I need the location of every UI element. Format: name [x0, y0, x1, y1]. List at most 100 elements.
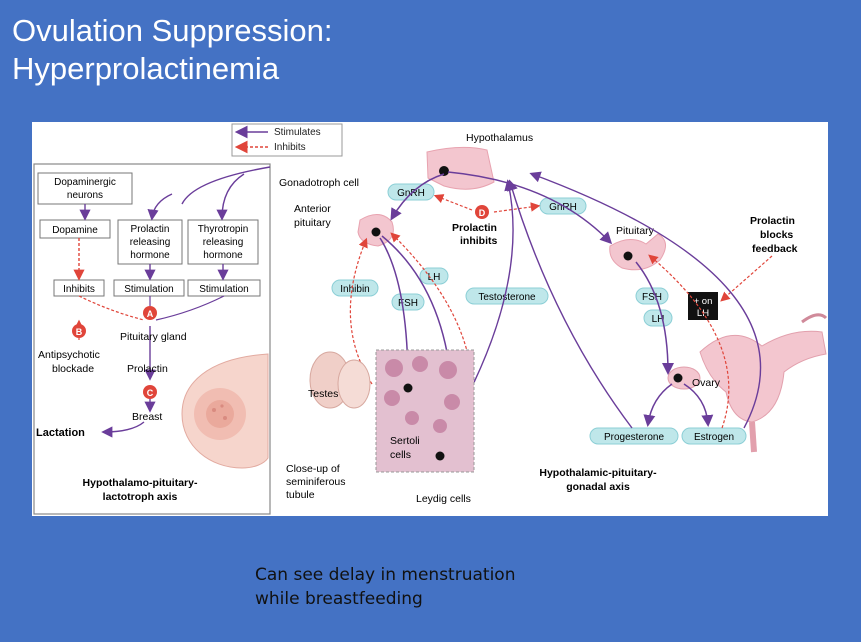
hypothalamus-label: Hypothalamus: [466, 132, 533, 144]
inhibin-pill: [331, 279, 379, 297]
dopamine-box: [39, 219, 111, 239]
gnrh-left-pill: [387, 183, 435, 201]
marker-b-label: B: [76, 327, 83, 337]
marker-b: [72, 324, 86, 338]
dopaminergic-box: [37, 172, 133, 205]
gonadal-axis-title-2: gonadal axis: [566, 481, 630, 493]
gonadal-axis-panel: Hypothalamus Gonadotroph cell Anterior p…: [279, 132, 828, 505]
prolactin-inhibits-label-2: inhibits: [460, 235, 497, 247]
marker-c-label: C: [147, 388, 154, 398]
lactation-label: Lactation: [36, 427, 85, 439]
anterior-pituitary-node: [371, 227, 381, 237]
sertoli-label: Sertoli: [390, 435, 420, 447]
lh-left-pill: [419, 267, 449, 285]
testosterone-label: Testosterone: [478, 292, 536, 303]
dopaminergic-label: Dopaminergic: [54, 177, 116, 188]
arrow-to-trh: [216, 173, 245, 221]
ovary-node: [673, 373, 683, 383]
fsh-left-pill: [391, 293, 425, 311]
blocks-feedback-arrow: [720, 255, 773, 302]
antipsychotic-label: Antipsychotic: [38, 349, 100, 361]
lactotroph-axis-title-2: lactotroph axis: [103, 491, 178, 503]
estrogen-label: Estrogen: [694, 432, 734, 443]
breast-label: Breast: [132, 411, 162, 423]
lactotroph-axis-panel: Dopaminergic neurons Dopamine Prolactin …: [33, 163, 271, 515]
prl-rh-label-1: Prolactin: [131, 224, 170, 235]
stimulation-label-1: Stimulation: [124, 284, 173, 295]
arrow-to-prl-rh: [147, 193, 173, 221]
gonadal-axis-title: Hypothalamic-pituitary-: [539, 467, 657, 479]
pituitary-label: Pituitary: [616, 225, 655, 237]
progesterone-pill: [589, 427, 679, 445]
breast-illustration: [181, 353, 269, 469]
marker-a: [143, 306, 157, 320]
anterior-label: Anterior: [294, 203, 331, 215]
title-line-1: Ovulation Suppression:: [12, 13, 333, 48]
trh-label-3: hormone: [203, 250, 243, 261]
marker-d: [475, 205, 489, 219]
progesterone-label: Progesterone: [604, 432, 664, 443]
lh-left-label: LH: [428, 272, 441, 283]
plus-on-lh-box: [688, 292, 718, 320]
leydig-node: [435, 451, 445, 461]
title-line-2: Hyperprolactinemia: [12, 51, 280, 86]
inhibit-arrow-gnrh-right: [493, 202, 541, 213]
sertoli-label-2: cells: [390, 449, 411, 461]
marker-a-label: A: [147, 309, 154, 319]
arrow-breast-to-lactation: [101, 421, 145, 438]
hormone-axis-figure: Stimulates Inhibits Dopaminergic neurons…: [32, 122, 828, 516]
arrow-ovary-to-estrogen: [683, 383, 714, 427]
ovary-label: Ovary: [692, 377, 721, 389]
arrow-top-curve: [181, 166, 271, 205]
uterus-illustration: [667, 313, 828, 453]
blocks-feedback-label-2: blocks: [760, 229, 793, 241]
plus-on-label: + on: [694, 296, 713, 307]
dopaminergic-label-2: neurons: [67, 190, 103, 201]
inhibits-label: Inhibits: [63, 284, 95, 295]
arrow-pituitary-to-ovary: [635, 261, 674, 375]
fsh-left-label: FSH: [398, 298, 418, 309]
arrow-ovary-to-progesterone: [643, 383, 673, 427]
estrogen-feedback: [529, 171, 762, 429]
caption-line-1: Can see delay in menstruation: [255, 565, 516, 585]
closeup-label: Close-up of: [286, 463, 340, 475]
inhibin-label: Inhibin: [340, 284, 369, 295]
prl-rh-label-2: releasing: [130, 237, 171, 248]
gonadotroph-label: Gonadotroph cell: [279, 177, 359, 189]
blocks-feedback-label-3: feedback: [752, 243, 798, 255]
testes-label: Testes: [308, 388, 338, 400]
legend-inhibits-label: Inhibits: [274, 142, 306, 153]
tubule-closeup: [375, 349, 475, 473]
leydig-label: Leydig cells: [416, 493, 471, 505]
arrow-hypothalamus-to-pituitary: [447, 171, 613, 245]
closeup-label-3: tubule: [286, 489, 315, 501]
anterior-label-2: pituitary: [294, 217, 332, 229]
prolactin-label: Prolactin: [127, 363, 168, 375]
fsh-right-label: FSH: [642, 292, 662, 303]
arrow-stim2-to-pituitary: [155, 295, 225, 321]
slide-caption: Can see delay in menstruation while brea…: [255, 563, 515, 611]
hypothalamus-shape: [426, 146, 495, 190]
closeup-label-2: seminiferous: [286, 476, 346, 488]
pituitary-right-node: [623, 251, 633, 261]
lh-right-pill: [643, 309, 673, 327]
lh-right-label: LH: [652, 314, 665, 325]
axis-diagram: Stimulates Inhibits Dopaminergic neurons…: [33, 123, 828, 515]
trh-label-1: Thyrotropin: [198, 224, 249, 235]
prl-rh-label-3: hormone: [130, 250, 170, 261]
estrogen-pill: [681, 427, 747, 445]
inhibit-arrow-gnrh-left: [433, 194, 473, 211]
lactotroph-axis-title: Hypothalamo-pituitary-: [83, 477, 198, 489]
dopamine-label: Dopamine: [52, 225, 98, 236]
blocks-feedback-label: Prolactin: [750, 215, 795, 227]
stimulation-label-2: Stimulation: [199, 284, 248, 295]
trh-label-2: releasing: [203, 237, 244, 248]
slide-title: Ovulation Suppression: Hyperprolactinemi…: [12, 12, 333, 88]
pituitary-gland-label: Pituitary gland: [120, 331, 187, 343]
marker-d-label: D: [479, 208, 486, 218]
gnrh-right-label: GnRH: [549, 202, 577, 213]
caption-line-2: while breastfeeding: [255, 589, 423, 609]
antipsychotic-label-2: blockade: [52, 363, 94, 375]
sertoli-node: [403, 383, 413, 393]
legend-stimulates-label: Stimulates: [274, 127, 321, 138]
